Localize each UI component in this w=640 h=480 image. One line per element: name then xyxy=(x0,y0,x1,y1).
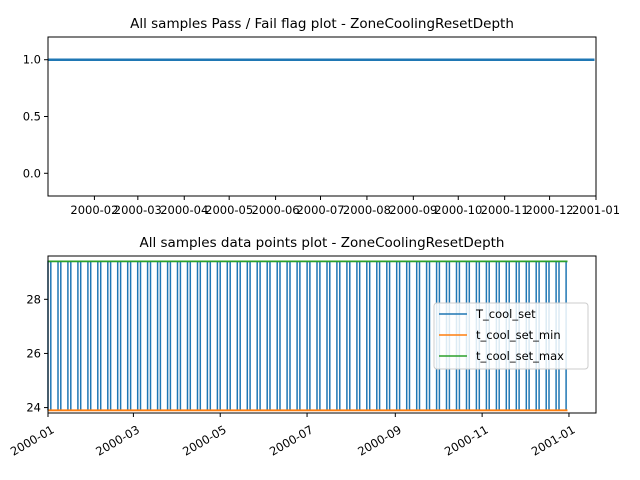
y-tick-label: 26 xyxy=(26,346,41,360)
x-tick-label: 2000-09 xyxy=(355,422,404,458)
x-tick-label: 2001-01 xyxy=(529,422,578,458)
x-axis-ticks: 2000-022000-032000-042000-052000-062000-… xyxy=(70,196,620,217)
chart-title: All samples data points plot - ZoneCooli… xyxy=(140,235,505,251)
legend: T_cool_set t_cool_set_min t_cool_set_max xyxy=(433,302,589,370)
x-tick-label: 2000-09 xyxy=(389,203,437,217)
legend-label: T_cool_set xyxy=(475,307,536,321)
x-tick-label: 2000-03 xyxy=(93,422,142,458)
x-tick-label: 2000-06 xyxy=(252,203,300,217)
y-tick-label: 28 xyxy=(26,292,41,306)
legend-box xyxy=(433,302,589,370)
x-tick-label: 2000-11 xyxy=(481,203,529,217)
x-tick-label: 2000-01 xyxy=(8,422,57,458)
x-tick-label: 2000-08 xyxy=(343,203,391,217)
x-tick-label: 2000-07 xyxy=(267,422,316,458)
plot-area xyxy=(47,260,568,412)
x-tick-label: 2001-01 xyxy=(572,203,620,217)
x-tick-label: 2000-04 xyxy=(160,203,208,217)
x-tick-label: 2000-10 xyxy=(434,203,482,217)
axes-frame xyxy=(47,255,597,414)
x-tick-label: 2000-02 xyxy=(70,203,118,217)
y-tick-label: 1.0 xyxy=(23,53,41,67)
data-points-chart: All samples data points plot - ZoneCooli… xyxy=(8,235,597,459)
x-axis-ticks: 2000-01 2000-03 2000-05 2000-07 2000-09 2000-… xyxy=(8,413,578,459)
y-axis-ticks: 24 26 28 xyxy=(26,292,48,415)
y-axis-ticks: 0.0 0.5 1.0 xyxy=(23,53,48,180)
legend-label: t_cool_set_max xyxy=(476,349,564,363)
legend-label: t_cool_set_min xyxy=(476,328,561,342)
x-tick-label: 2000-07 xyxy=(296,203,344,217)
x-tick-label: 2000-05 xyxy=(205,203,253,217)
x-tick-label: 2000-11 xyxy=(442,422,491,458)
pass-fail-chart: All samples Pass / Fail flag plot - Zone… xyxy=(23,16,620,217)
x-tick-label: 2000-05 xyxy=(180,422,229,458)
y-tick-label: 24 xyxy=(26,401,41,415)
y-tick-label: 0.5 xyxy=(23,110,41,124)
x-tick-label: 2000-03 xyxy=(114,203,162,217)
x-tick-label: 2000-12 xyxy=(526,203,574,217)
chart-title: All samples Pass / Fail flag plot - Zone… xyxy=(130,16,514,32)
y-tick-label: 0.0 xyxy=(23,166,41,180)
